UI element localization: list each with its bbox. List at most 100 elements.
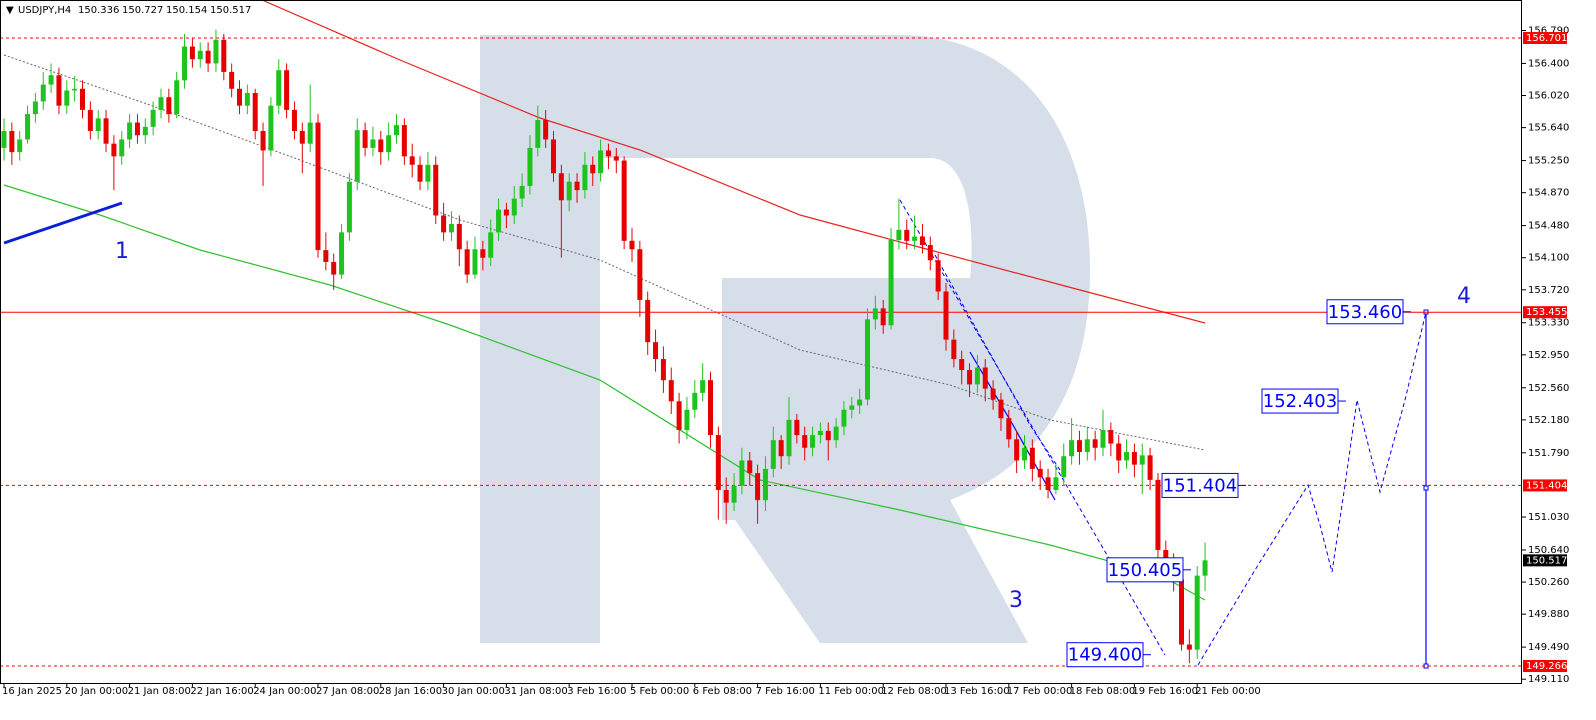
candle-body: [1139, 455, 1145, 465]
candle-body: [441, 215, 447, 233]
candle-body: [87, 109, 93, 132]
candle-body: [1, 131, 7, 148]
candle-body: [511, 198, 517, 216]
candle-body: [401, 125, 407, 157]
candle-body: [668, 380, 674, 402]
level-label: 153.455: [1526, 307, 1567, 318]
candle-body: [409, 156, 415, 165]
y-tick-label: 155.250: [1528, 156, 1569, 167]
candle-body: [1084, 439, 1090, 452]
candle-body: [95, 118, 101, 132]
header-high: 150.727: [122, 5, 163, 16]
y-tick-label: 150.260: [1528, 577, 1569, 588]
candle-body: [676, 401, 682, 431]
candle-body: [708, 380, 713, 436]
level-tag: [1523, 306, 1567, 319]
candle-body: [849, 405, 855, 410]
candle-body: [598, 150, 604, 174]
forecast-path: [1197, 311, 1427, 666]
candle-body: [307, 122, 313, 144]
candle-body: [72, 88, 78, 91]
moving-average-red: [261, 0, 1206, 324]
y-tick-label: 150.640: [1528, 545, 1569, 556]
candle-body: [833, 426, 839, 441]
candle-body: [433, 164, 439, 216]
candle-body: [244, 92, 250, 106]
y-tick-label: 149.880: [1528, 609, 1569, 620]
forecast-label: 151.404: [1163, 475, 1237, 496]
candle-body: [755, 473, 761, 501]
candle-body: [762, 468, 768, 501]
candle-body: [872, 308, 878, 320]
candle-body: [64, 90, 70, 106]
candle-body: [1092, 439, 1098, 448]
candle-body: [1076, 440, 1082, 452]
candle-body: [221, 39, 227, 72]
y-tick-label: 155.640: [1528, 123, 1569, 134]
candle-body: [519, 185, 525, 199]
x-tick-label: 6 Feb 08:00: [693, 686, 752, 697]
candle-body: [1124, 451, 1130, 461]
y-tick-label: 156.400: [1528, 58, 1569, 69]
forecast-box-frame: [1161, 472, 1239, 498]
candle-body: [896, 229, 902, 240]
candle-body: [417, 164, 423, 182]
x-tick-label: 7 Feb 16:00: [756, 686, 815, 697]
candle-body: [692, 392, 698, 410]
candle-body: [205, 50, 211, 64]
candle-body: [574, 181, 580, 191]
candle-body: [119, 139, 125, 157]
candle-body: [770, 440, 776, 469]
symbol: USDJPY,H4: [18, 5, 71, 16]
candle-body: [1116, 443, 1122, 461]
candle-body: [448, 223, 454, 233]
candle-body: [998, 399, 1004, 419]
candle-body: [1006, 418, 1012, 440]
candle-body: [150, 109, 156, 127]
candle-body: [1155, 479, 1161, 550]
candle-body: [715, 435, 721, 490]
header-close: 150.517: [210, 5, 251, 16]
forecast-box: 153.460: [1326, 299, 1411, 325]
level-tag: [1523, 32, 1567, 45]
candle-body: [503, 209, 509, 216]
candle-body: [888, 239, 894, 326]
y-tick-label: 152.560: [1528, 383, 1569, 394]
candle-body: [566, 181, 572, 201]
header-open: 150.336: [78, 5, 119, 16]
candle-body: [339, 232, 345, 275]
candle-body: [472, 249, 478, 275]
candle-body: [80, 88, 85, 110]
candle-body: [1061, 456, 1067, 478]
wave-label: 1: [115, 239, 129, 264]
x-tick-label: 12 Feb 08:00: [881, 686, 947, 697]
y-tick-label: 149.110: [1528, 674, 1569, 685]
x-tick-label: 20 Jan 00:00: [65, 686, 128, 697]
forecast-path: [934, 254, 1061, 471]
candle-body: [354, 130, 360, 182]
candle-body: [1069, 440, 1075, 457]
candle-body: [927, 245, 933, 261]
candle-body: [17, 139, 23, 153]
forecast-label: 152.403: [1263, 391, 1337, 412]
candle-body: [857, 399, 863, 406]
candle-body: [912, 236, 918, 241]
candle-body: [825, 430, 831, 441]
candle-body: [32, 101, 38, 115]
watermark-logo: [480, 35, 1090, 643]
candle-body: [252, 92, 258, 132]
moving-average-green: [3, 184, 1206, 601]
candle-body: [974, 367, 980, 385]
candle-body: [951, 339, 957, 360]
y-tick-label: 153.330: [1528, 318, 1569, 329]
candle-body: [731, 485, 737, 503]
candle-body: [1186, 644, 1192, 650]
candle-body: [386, 135, 392, 153]
x-tick-label: 18 Feb 08:00: [1070, 686, 1136, 697]
candle-body: [40, 84, 46, 102]
forecast-box: 151.404: [1161, 472, 1246, 498]
candle-body: [967, 370, 973, 385]
candle-body: [268, 105, 274, 151]
candle-body: [637, 249, 643, 300]
